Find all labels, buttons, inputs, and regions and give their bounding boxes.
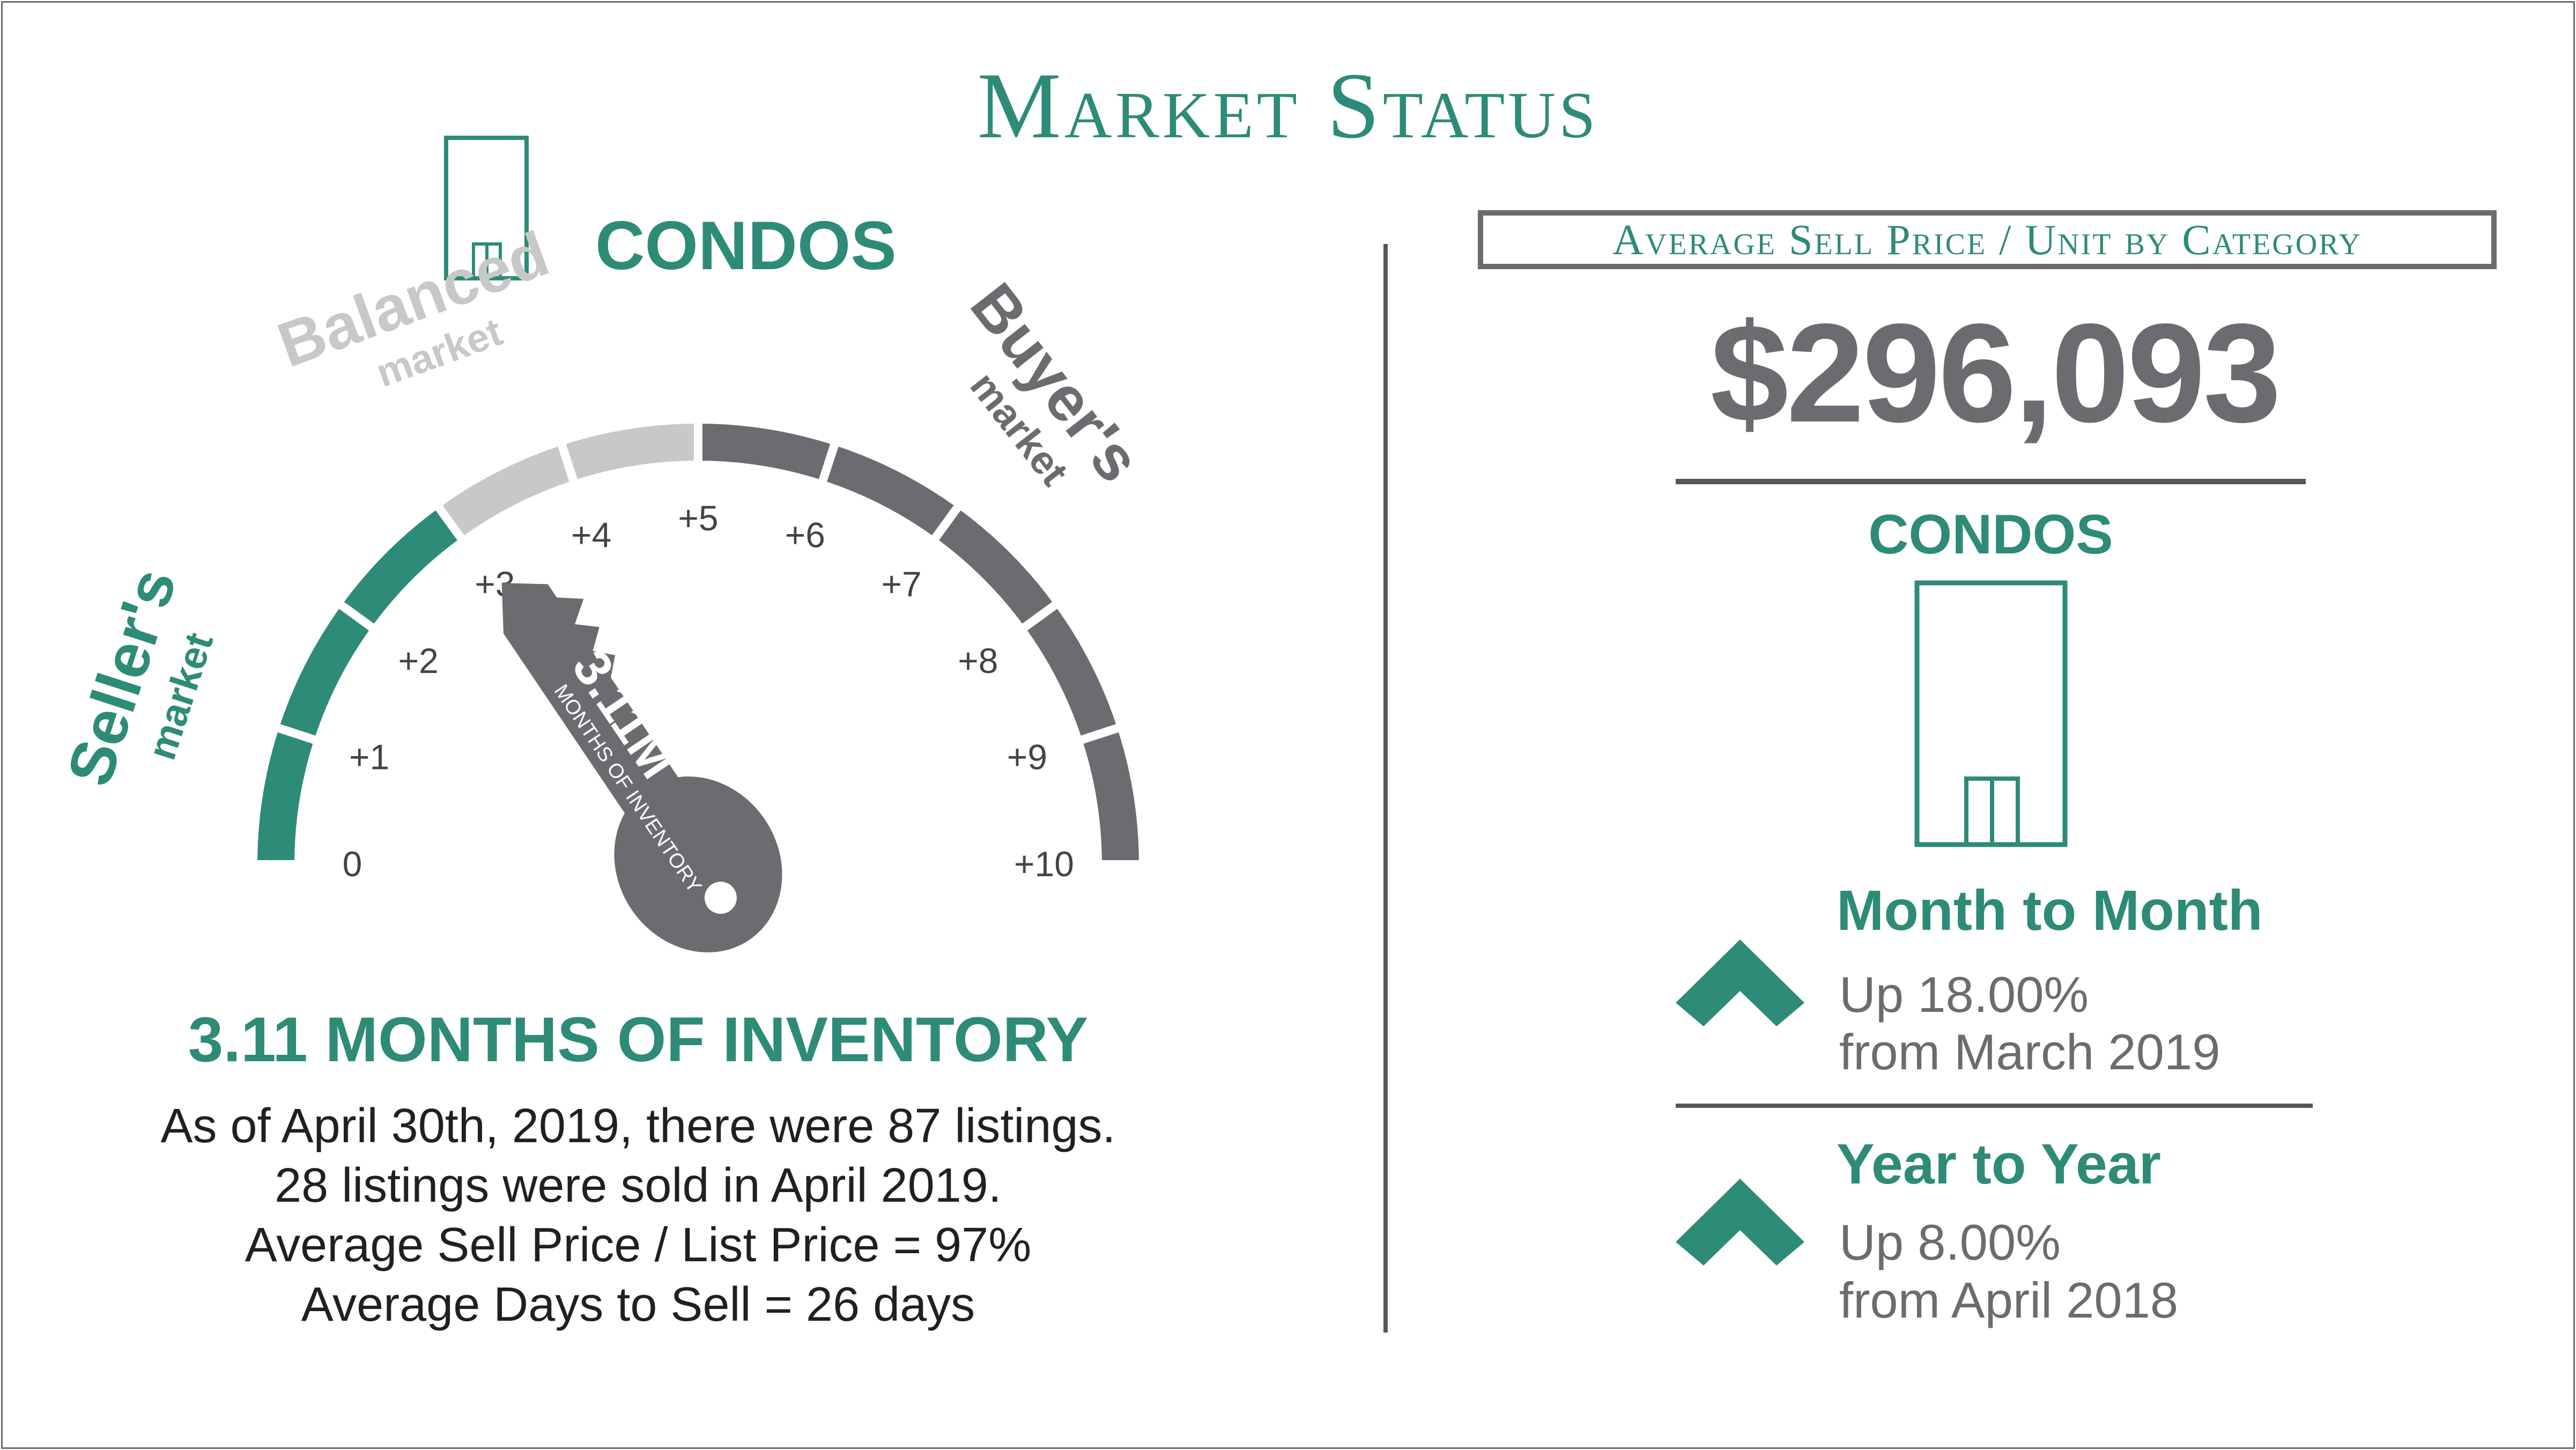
condo-building-icon-large: [1914, 580, 2068, 847]
detail-line: 28 listings were sold in April 2019.: [275, 1159, 1002, 1212]
gauge-tick-label: +10: [1014, 844, 1074, 884]
detail-line: Average Days to Sell = 26 days: [301, 1278, 975, 1331]
gauge-tick-label: +8: [958, 641, 998, 680]
gauge-segment: [248, 721, 324, 869]
category-title-right: CONDOS: [1868, 504, 2113, 566]
category-title-left: CONDOS: [595, 208, 897, 284]
page-title: Market Status: [977, 54, 1599, 158]
gauge-segment: [927, 498, 1064, 636]
gauge-tick-label: 0: [343, 844, 362, 884]
inventory-details: As of April 30th, 2019, there were 87 li…: [0, 1097, 1276, 1335]
change-from-month: from March 2019: [1839, 1024, 2220, 1080]
gauge-tick-label: +6: [785, 515, 825, 555]
inventory-gauge: 0+1+2+3+4 +5 +6+7+8+9+10Seller'smarketBala…: [54, 218, 1154, 953]
gauge-segment: [430, 435, 580, 548]
key-hole: [704, 882, 737, 914]
gauge-segment: [694, 415, 841, 490]
gauge-segment: [1015, 596, 1127, 746]
average-price: $296,093: [1710, 294, 2282, 452]
detail-line: Average Sell Price / List Price = 97%: [245, 1218, 1032, 1272]
gauge-tick-label: +9: [1007, 737, 1047, 777]
gauge-segment: [1072, 721, 1148, 869]
change-title-year: Year to Year: [1837, 1133, 2162, 1196]
change-from-year: from April 2018: [1839, 1272, 2179, 1328]
change-value-month: Up 18.00%: [1839, 966, 2089, 1023]
avg-price-label: Average Sell Price / Unit by Category: [1612, 217, 2362, 264]
key-bow: [614, 776, 782, 953]
condo-building-icon: [444, 136, 529, 280]
chevron-up-icon: [1676, 939, 1804, 1026]
key-shaft: [501, 583, 689, 830]
gauge-tick-label: +2: [398, 641, 439, 680]
change-title-month: Month to Month: [1837, 879, 2263, 942]
gauge-tick-label: +7: [881, 564, 921, 604]
gauge-segment: [555, 415, 702, 490]
chevron-up-icon: [1676, 1179, 1804, 1266]
price-rule: [1676, 479, 2306, 484]
gauge-tick-label: +1: [349, 737, 389, 777]
detail-line: As of April 30th, 2019, there were 87 li…: [160, 1099, 1116, 1153]
gauge-tick-label: +4: [571, 515, 611, 555]
avg-price-label-box: Average Sell Price / Unit by Category: [1478, 210, 2497, 269]
inventory-headline: 3.11 MONTHS OF INVENTORY: [188, 1004, 1089, 1075]
gauge-segment: [332, 498, 470, 636]
center-divider: [1383, 244, 1388, 1333]
change-rule: [1676, 1104, 2313, 1108]
change-value-year: Up 8.00%: [1839, 1214, 2061, 1270]
gauge-tick-label: +5: [678, 498, 718, 538]
